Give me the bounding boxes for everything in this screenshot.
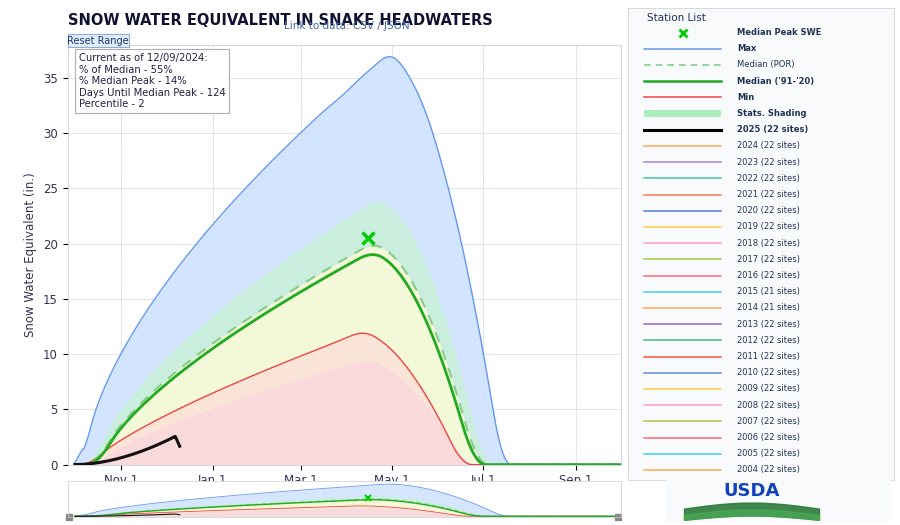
Text: Link to data: CSV / JSON: Link to data: CSV / JSON bbox=[284, 21, 410, 31]
Text: 2005 (22 sites): 2005 (22 sites) bbox=[737, 449, 800, 458]
Text: SNOW WATER EQUIVALENT IN SNAKE HEADWATERS: SNOW WATER EQUIVALENT IN SNAKE HEADWATER… bbox=[68, 13, 492, 28]
Text: 2012 (22 sites): 2012 (22 sites) bbox=[737, 336, 800, 345]
Text: 2022 (22 sites): 2022 (22 sites) bbox=[737, 174, 800, 183]
Text: 2024 (22 sites): 2024 (22 sites) bbox=[737, 141, 800, 151]
Text: USDA: USDA bbox=[724, 482, 779, 500]
Text: 2010 (22 sites): 2010 (22 sites) bbox=[737, 368, 800, 377]
Text: Median Peak SWE: Median Peak SWE bbox=[737, 28, 822, 37]
Text: 2020 (22 sites): 2020 (22 sites) bbox=[737, 206, 800, 215]
Text: Reset Range: Reset Range bbox=[68, 36, 129, 46]
Text: Stats. Shading: Stats. Shading bbox=[737, 109, 806, 118]
Text: 2011 (22 sites): 2011 (22 sites) bbox=[737, 352, 800, 361]
Text: 2023 (22 sites): 2023 (22 sites) bbox=[737, 158, 800, 166]
Text: 2019 (22 sites): 2019 (22 sites) bbox=[737, 223, 800, 232]
Text: 2008 (22 sites): 2008 (22 sites) bbox=[737, 401, 800, 410]
Text: 2007 (22 sites): 2007 (22 sites) bbox=[737, 417, 800, 426]
Text: Min: Min bbox=[737, 93, 754, 102]
Text: 2004 (22 sites): 2004 (22 sites) bbox=[737, 466, 800, 475]
Text: Median ('91-'20): Median ('91-'20) bbox=[737, 77, 814, 86]
Text: Median (POR): Median (POR) bbox=[737, 60, 795, 69]
Text: 2025 (22 sites): 2025 (22 sites) bbox=[737, 125, 808, 134]
Text: 2009 (22 sites): 2009 (22 sites) bbox=[737, 384, 800, 393]
Text: 2017 (22 sites): 2017 (22 sites) bbox=[737, 255, 800, 264]
Text: 2021 (22 sites): 2021 (22 sites) bbox=[737, 190, 800, 199]
Text: 2016 (22 sites): 2016 (22 sites) bbox=[737, 271, 800, 280]
Text: Station List: Station List bbox=[647, 13, 706, 23]
Y-axis label: Snow Water Equivalent (in.): Snow Water Equivalent (in.) bbox=[24, 172, 37, 337]
Bar bbox=[644, 110, 721, 117]
Text: Max: Max bbox=[737, 44, 756, 53]
Text: 2015 (21 sites): 2015 (21 sites) bbox=[737, 287, 800, 296]
Text: Current as of 12/09/2024:
% of Median - 55%
% Median Peak - 14%
Days Until Media: Current as of 12/09/2024: % of Median - … bbox=[78, 53, 225, 109]
Text: 2014 (21 sites): 2014 (21 sites) bbox=[737, 303, 800, 312]
Text: 2006 (22 sites): 2006 (22 sites) bbox=[737, 433, 800, 442]
Text: 2013 (22 sites): 2013 (22 sites) bbox=[737, 320, 800, 329]
Text: 2018 (22 sites): 2018 (22 sites) bbox=[737, 238, 800, 248]
